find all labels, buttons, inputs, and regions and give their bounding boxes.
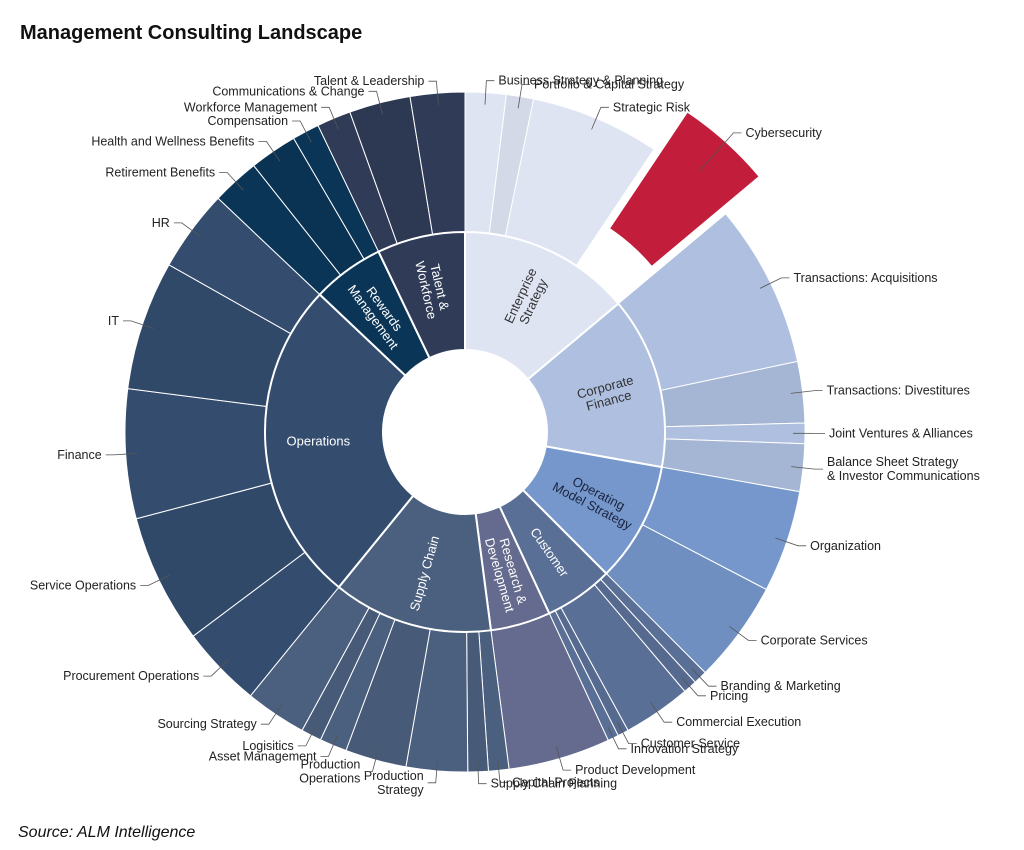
leader-line	[364, 748, 380, 772]
segment-label: Sourcing Strategy	[157, 717, 257, 731]
leader-line	[617, 722, 637, 744]
leader-line	[427, 758, 439, 784]
leader-line	[292, 120, 312, 143]
leader-line	[790, 390, 823, 394]
leader-line	[260, 704, 283, 725]
center-hole	[384, 351, 546, 513]
leader-line	[105, 452, 138, 456]
segment-label: Joint Ventures & Alliances	[829, 426, 973, 440]
leader-line	[140, 574, 170, 586]
segment-label: Transactions: Acquisitions	[794, 271, 938, 285]
leader-line	[759, 277, 790, 289]
segment-label: Communications & Change	[212, 84, 364, 98]
leader-line	[556, 746, 572, 771]
segment-label: Innovation Strategy	[631, 742, 739, 756]
segment-label: Product Development	[575, 763, 696, 777]
segment-label: Service Operations	[30, 579, 136, 593]
segment-label: Logisitics	[242, 739, 293, 753]
category-corporate-finance	[526, 302, 666, 469]
segment-label: IT	[108, 314, 119, 328]
leader-line	[681, 677, 706, 697]
leader-line	[484, 80, 495, 105]
leader-line	[591, 106, 609, 130]
inner-ring	[264, 230, 666, 633]
segment-label: Health and Wellness Benefits	[91, 134, 254, 148]
segment-label: Procurement Operations	[63, 669, 199, 683]
segment-label: Commercial Execution	[676, 715, 801, 729]
category-talent-workforce	[377, 230, 466, 360]
category-operations	[264, 293, 415, 589]
segment-label: Production	[364, 769, 424, 783]
category-enterprise-strategy	[464, 230, 620, 381]
leader-line	[173, 222, 202, 238]
segment-label: Workforce Management	[184, 100, 318, 114]
segment-label: Business Strategy & Planning	[498, 74, 663, 88]
leader-line	[321, 106, 339, 130]
leader-line	[517, 84, 530, 109]
outer-ring	[124, 91, 806, 773]
segment-label: Production	[301, 758, 361, 772]
segment-label: Retirement Benefits	[105, 166, 215, 180]
leader-line	[729, 625, 757, 641]
leader-line	[123, 320, 154, 329]
leader-line	[203, 659, 229, 677]
segment-label: Balance Sheet Strategy	[827, 455, 959, 469]
segment-label: Cybersecurity	[746, 126, 823, 140]
leader-line	[691, 668, 717, 687]
segment-cybersecurity	[608, 111, 760, 268]
segment-label: Pricing	[710, 689, 748, 703]
segment-label: Operations	[299, 772, 360, 786]
segment-label: Transactions: Divestitures	[827, 384, 970, 398]
leader-line	[477, 759, 487, 785]
segment-label: Strategic Risk	[613, 100, 691, 114]
leader-line	[650, 702, 673, 723]
leader-line	[258, 140, 281, 162]
leader-line	[775, 537, 807, 547]
category-label: Operations	[287, 434, 351, 449]
leader-line	[219, 172, 244, 191]
segment-label: Talent & Leadership	[314, 74, 425, 88]
source-note: Source: ALM Intelligence	[18, 824, 196, 841]
segment-label: Organization	[810, 539, 881, 553]
segment-label: Customer Service	[641, 737, 740, 751]
segment-label: Strategy	[377, 783, 424, 797]
segment-label: HR	[152, 216, 170, 230]
segment-label: Branding & Marketing	[721, 679, 841, 693]
segment-label: Capital Projects	[512, 775, 600, 789]
category-supply-chain	[337, 494, 493, 633]
segment-label: Finance	[57, 448, 102, 462]
segment-label: Portfolio & Capital Strategy	[534, 78, 685, 92]
leader-line	[428, 80, 439, 106]
leader-line	[320, 734, 339, 757]
leader-line	[497, 758, 508, 783]
leader-line	[607, 727, 627, 750]
leader-line	[791, 466, 823, 470]
leader-line	[368, 90, 383, 115]
chart-title: Management Consulting Landscape	[20, 22, 363, 44]
leader-line	[297, 724, 317, 747]
segment-label: Supply Chain Planning	[491, 777, 618, 791]
segment-label: & Investor Communications	[827, 469, 980, 483]
segment-label: Compensation	[207, 114, 288, 128]
leader-line	[698, 132, 742, 172]
segment-label: Asset Management	[209, 749, 317, 763]
segment-label: Corporate Services	[761, 634, 868, 648]
